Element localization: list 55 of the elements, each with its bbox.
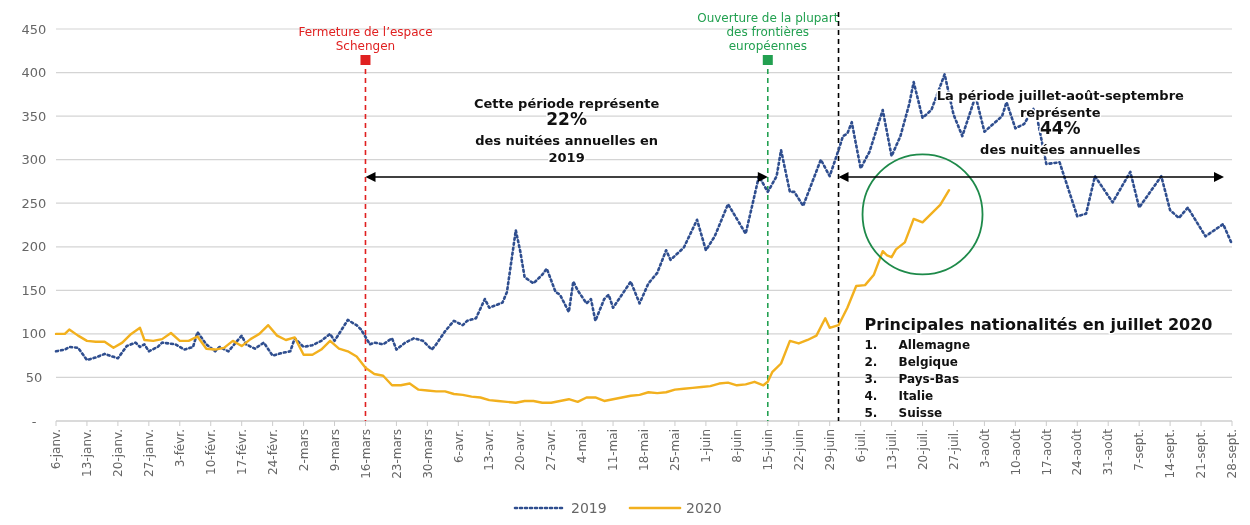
x-tick-label: 11-mai: [606, 429, 621, 471]
y-tick-label: -: [31, 413, 37, 429]
x-tick-label: 9-mars: [327, 429, 342, 472]
y-tick-label: 50: [25, 369, 43, 385]
y-tick-label: 350: [21, 108, 47, 124]
y-tick-label: 200: [21, 239, 47, 255]
x-tick-label: 17-févr.: [234, 429, 249, 475]
x-tick-label: 2-mars: [296, 429, 311, 472]
y-tick-label: 250: [21, 195, 47, 211]
x-tick-label: 1-juin: [699, 429, 714, 463]
x-tick-label: 27-juil.: [946, 429, 961, 471]
x-tick-label: 30-mars: [420, 429, 435, 479]
ref-line-label: Fermeture de l’espace Schengen: [298, 25, 433, 53]
ref-line-label: Ouverture de la plupart des frontières européennes: [697, 11, 839, 53]
y-tick-label: 400: [21, 65, 47, 81]
annotation: Cette période représente 22% des nuitées annuelles en 2019: [473, 96, 660, 165]
x-tick-label: 27-avr.: [544, 429, 559, 471]
x-tick-label: 6-janv.: [49, 429, 64, 470]
x-tick-label: 20-juil.: [915, 429, 930, 471]
x-tick-label: 16-mars: [358, 429, 373, 479]
x-tick-label: 13-avr.: [482, 429, 497, 471]
x-tick-label: 4-mai: [575, 429, 590, 464]
x-tick-label: 6-juil.: [853, 429, 868, 463]
x-tick-label: 17-août: [1039, 428, 1054, 476]
x-tick-label: 7-sept.: [1132, 429, 1147, 471]
x-tick-label: 22-juin: [791, 429, 806, 471]
x-tick-label: 14-sept.: [1163, 429, 1178, 479]
x-tick-label: 24-févr.: [265, 429, 280, 475]
x-tick-label: 10-août: [1008, 428, 1023, 476]
y-tick-label: 300: [21, 152, 47, 168]
x-tick-label: 13-janv.: [80, 429, 95, 477]
legend-label: 2020: [686, 499, 722, 516]
x-tick-label: 25-mai: [668, 429, 683, 471]
x-tick-label: 27-janv.: [142, 429, 157, 477]
x-tick-label: 10-févr.: [203, 429, 218, 475]
x-tick-label: 8-juin: [730, 429, 745, 463]
y-tick-label: 100: [21, 326, 47, 342]
x-tick-label: 21-sept.: [1194, 429, 1209, 479]
x-tick-label: 13-juil.: [884, 429, 899, 471]
x-tick-label: 29-juin: [822, 429, 837, 471]
x-tick-label: 6-avr.: [451, 429, 466, 464]
x-tick-label: 15-juin: [760, 429, 775, 471]
x-tick-label: 3-févr.: [172, 429, 187, 468]
y-tick-label: 450: [21, 21, 47, 37]
x-tick-label: 20-avr.: [513, 429, 528, 471]
text: Principales nationalités en juillet 2020 1. Allemagne 2. Belgique 3. Pays-Bas 4. Italie 5. Suisse: [864, 315, 1213, 420]
x-tick-label: 3-août: [977, 428, 992, 468]
x-tick-label: 31-août: [1101, 428, 1116, 476]
y-tick-label: 150: [21, 282, 47, 298]
x-tick-label: 23-mars: [389, 429, 404, 479]
x-tick-label: 20-janv.: [111, 429, 126, 477]
legend-label: 2019: [571, 499, 607, 516]
x-tick-label: 18-mai: [637, 429, 652, 471]
x-tick-label: 28-sept.: [1225, 429, 1240, 479]
x-tick-label: 24-août: [1070, 428, 1085, 476]
